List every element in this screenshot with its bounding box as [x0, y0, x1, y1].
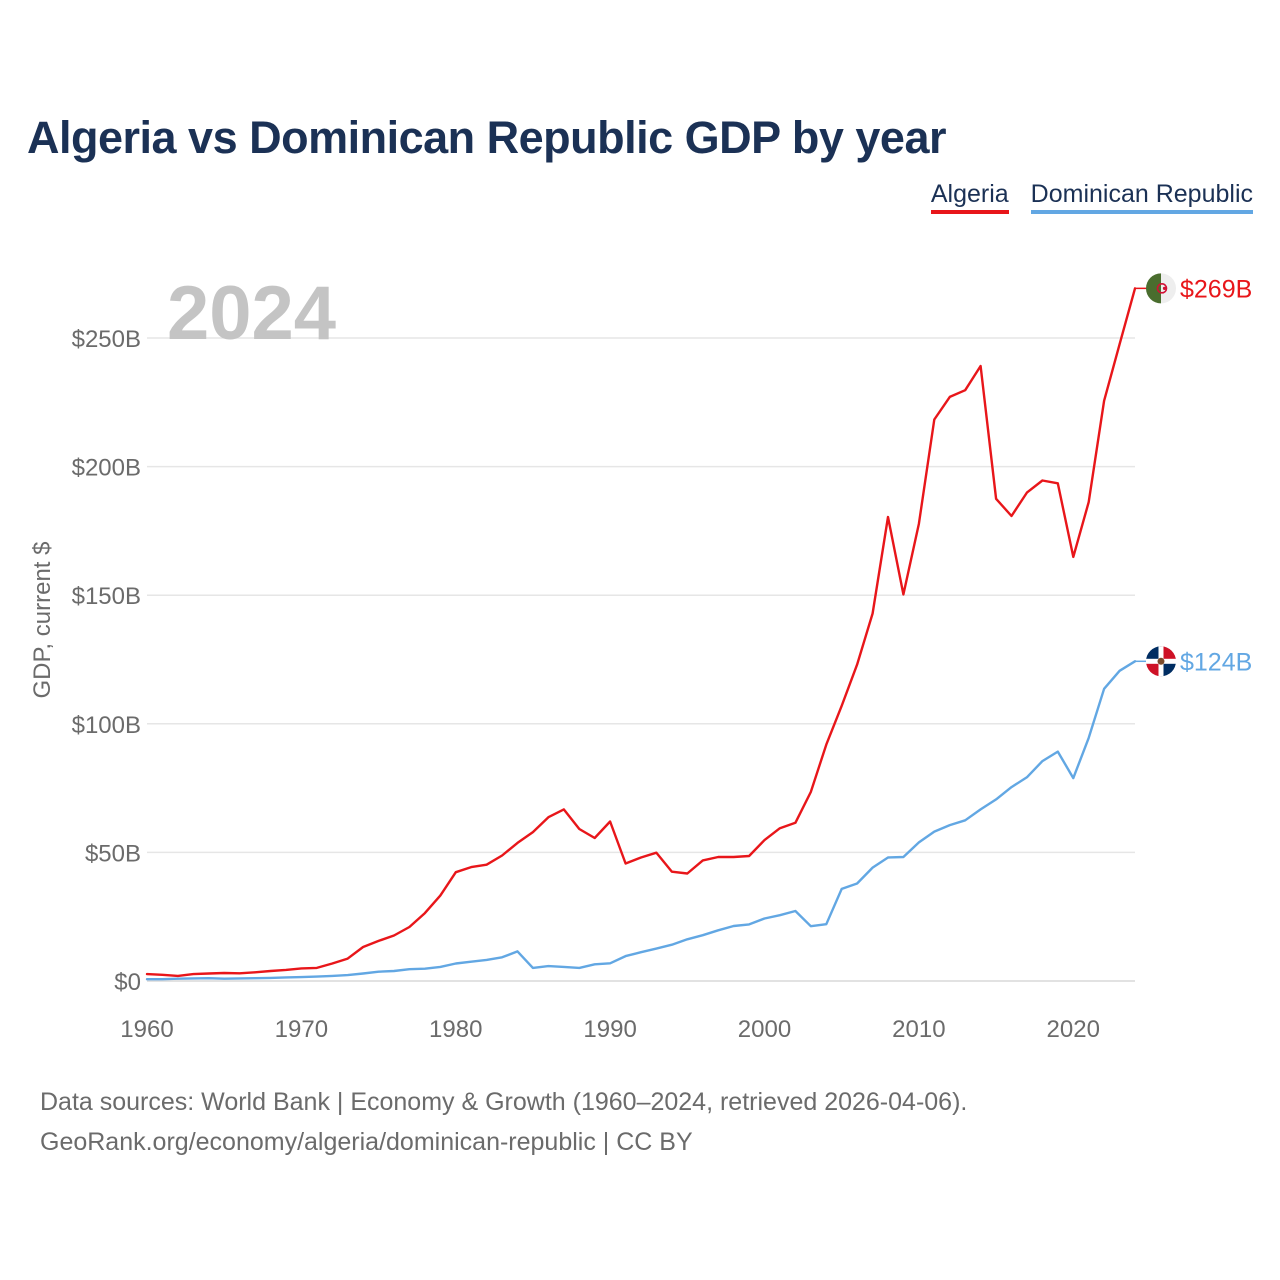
legend-item-algeria[interactable]: Algeria	[930, 180, 1009, 214]
x-axis-ticks: 1960 1970 1980 1990 2000 2010 2020	[120, 1016, 1100, 1043]
chart-title: Algeria vs Dominican Republic GDP by yea…	[27, 112, 947, 163]
x-tick-label: 2000	[738, 1016, 791, 1043]
series-endpoints: $269B $124B	[1135, 273, 1252, 677]
flag-emblem	[1157, 657, 1165, 665]
dominican-republic-flag-icon	[1146, 646, 1176, 677]
x-tick-label: 1970	[275, 1016, 328, 1043]
legend: Algeria Dominican Republic	[930, 180, 1253, 214]
x-tick-label: 1990	[583, 1016, 636, 1043]
series-lines	[145, 287, 1137, 981]
flag-star	[1162, 286, 1167, 290]
y-tick-label: $50B	[85, 840, 141, 867]
endpoint-algeria: $269B	[1135, 273, 1252, 304]
flag-quarter-red	[1161, 646, 1176, 662]
y-axis-label: GDP, current $	[29, 542, 56, 699]
y-tick-label: $0	[114, 969, 141, 996]
flag-quarter-blue	[1161, 661, 1176, 677]
end-value-label-algeria: $269B	[1180, 275, 1252, 303]
flag-crescent	[1156, 283, 1168, 294]
endpoint-dominican-republic: $124B	[1135, 646, 1252, 677]
x-tick-label: 1980	[429, 1016, 482, 1043]
y-tick-label: $100B	[72, 712, 141, 739]
flag-quarter-red	[1146, 661, 1161, 677]
y-tick-label: $200B	[72, 455, 141, 482]
footer-attribution[interactable]: GeoRank.org/economy/algeria/dominican-re…	[40, 1128, 693, 1156]
series-line-algeria	[145, 287, 1137, 978]
series-line-dominican-republic	[145, 660, 1137, 981]
y-tick-label: $250B	[72, 326, 141, 353]
flag-white-half	[1161, 273, 1176, 304]
gdp-line-chart: 2024 $0 $50B $100B $150B $200B $250B 1960 1970…	[29, 271, 1252, 1043]
footer-sources: Data sources: World Bank | Economy & Gro…	[40, 1088, 968, 1116]
flag-green-half	[1146, 273, 1161, 304]
end-value-label-dominican-republic: $124B	[1180, 648, 1252, 676]
algeria-flag-icon	[1146, 273, 1176, 304]
y-tick-label: $150B	[72, 583, 141, 610]
grid-lines	[147, 337, 1135, 982]
footer: Data sources: World Bank | Economy & Gro…	[40, 1082, 967, 1162]
legend-item-dominican-republic[interactable]: Dominican Republic	[1030, 180, 1253, 214]
x-tick-label: 2010	[892, 1016, 945, 1043]
y-axis-ticks: $0 $50B $100B $150B $200B $250B	[72, 326, 141, 996]
flag-quarter-blue	[1146, 646, 1161, 662]
year-watermark: 2024	[167, 271, 336, 356]
x-tick-label: 1960	[120, 1016, 173, 1043]
x-tick-label: 2020	[1047, 1016, 1100, 1043]
